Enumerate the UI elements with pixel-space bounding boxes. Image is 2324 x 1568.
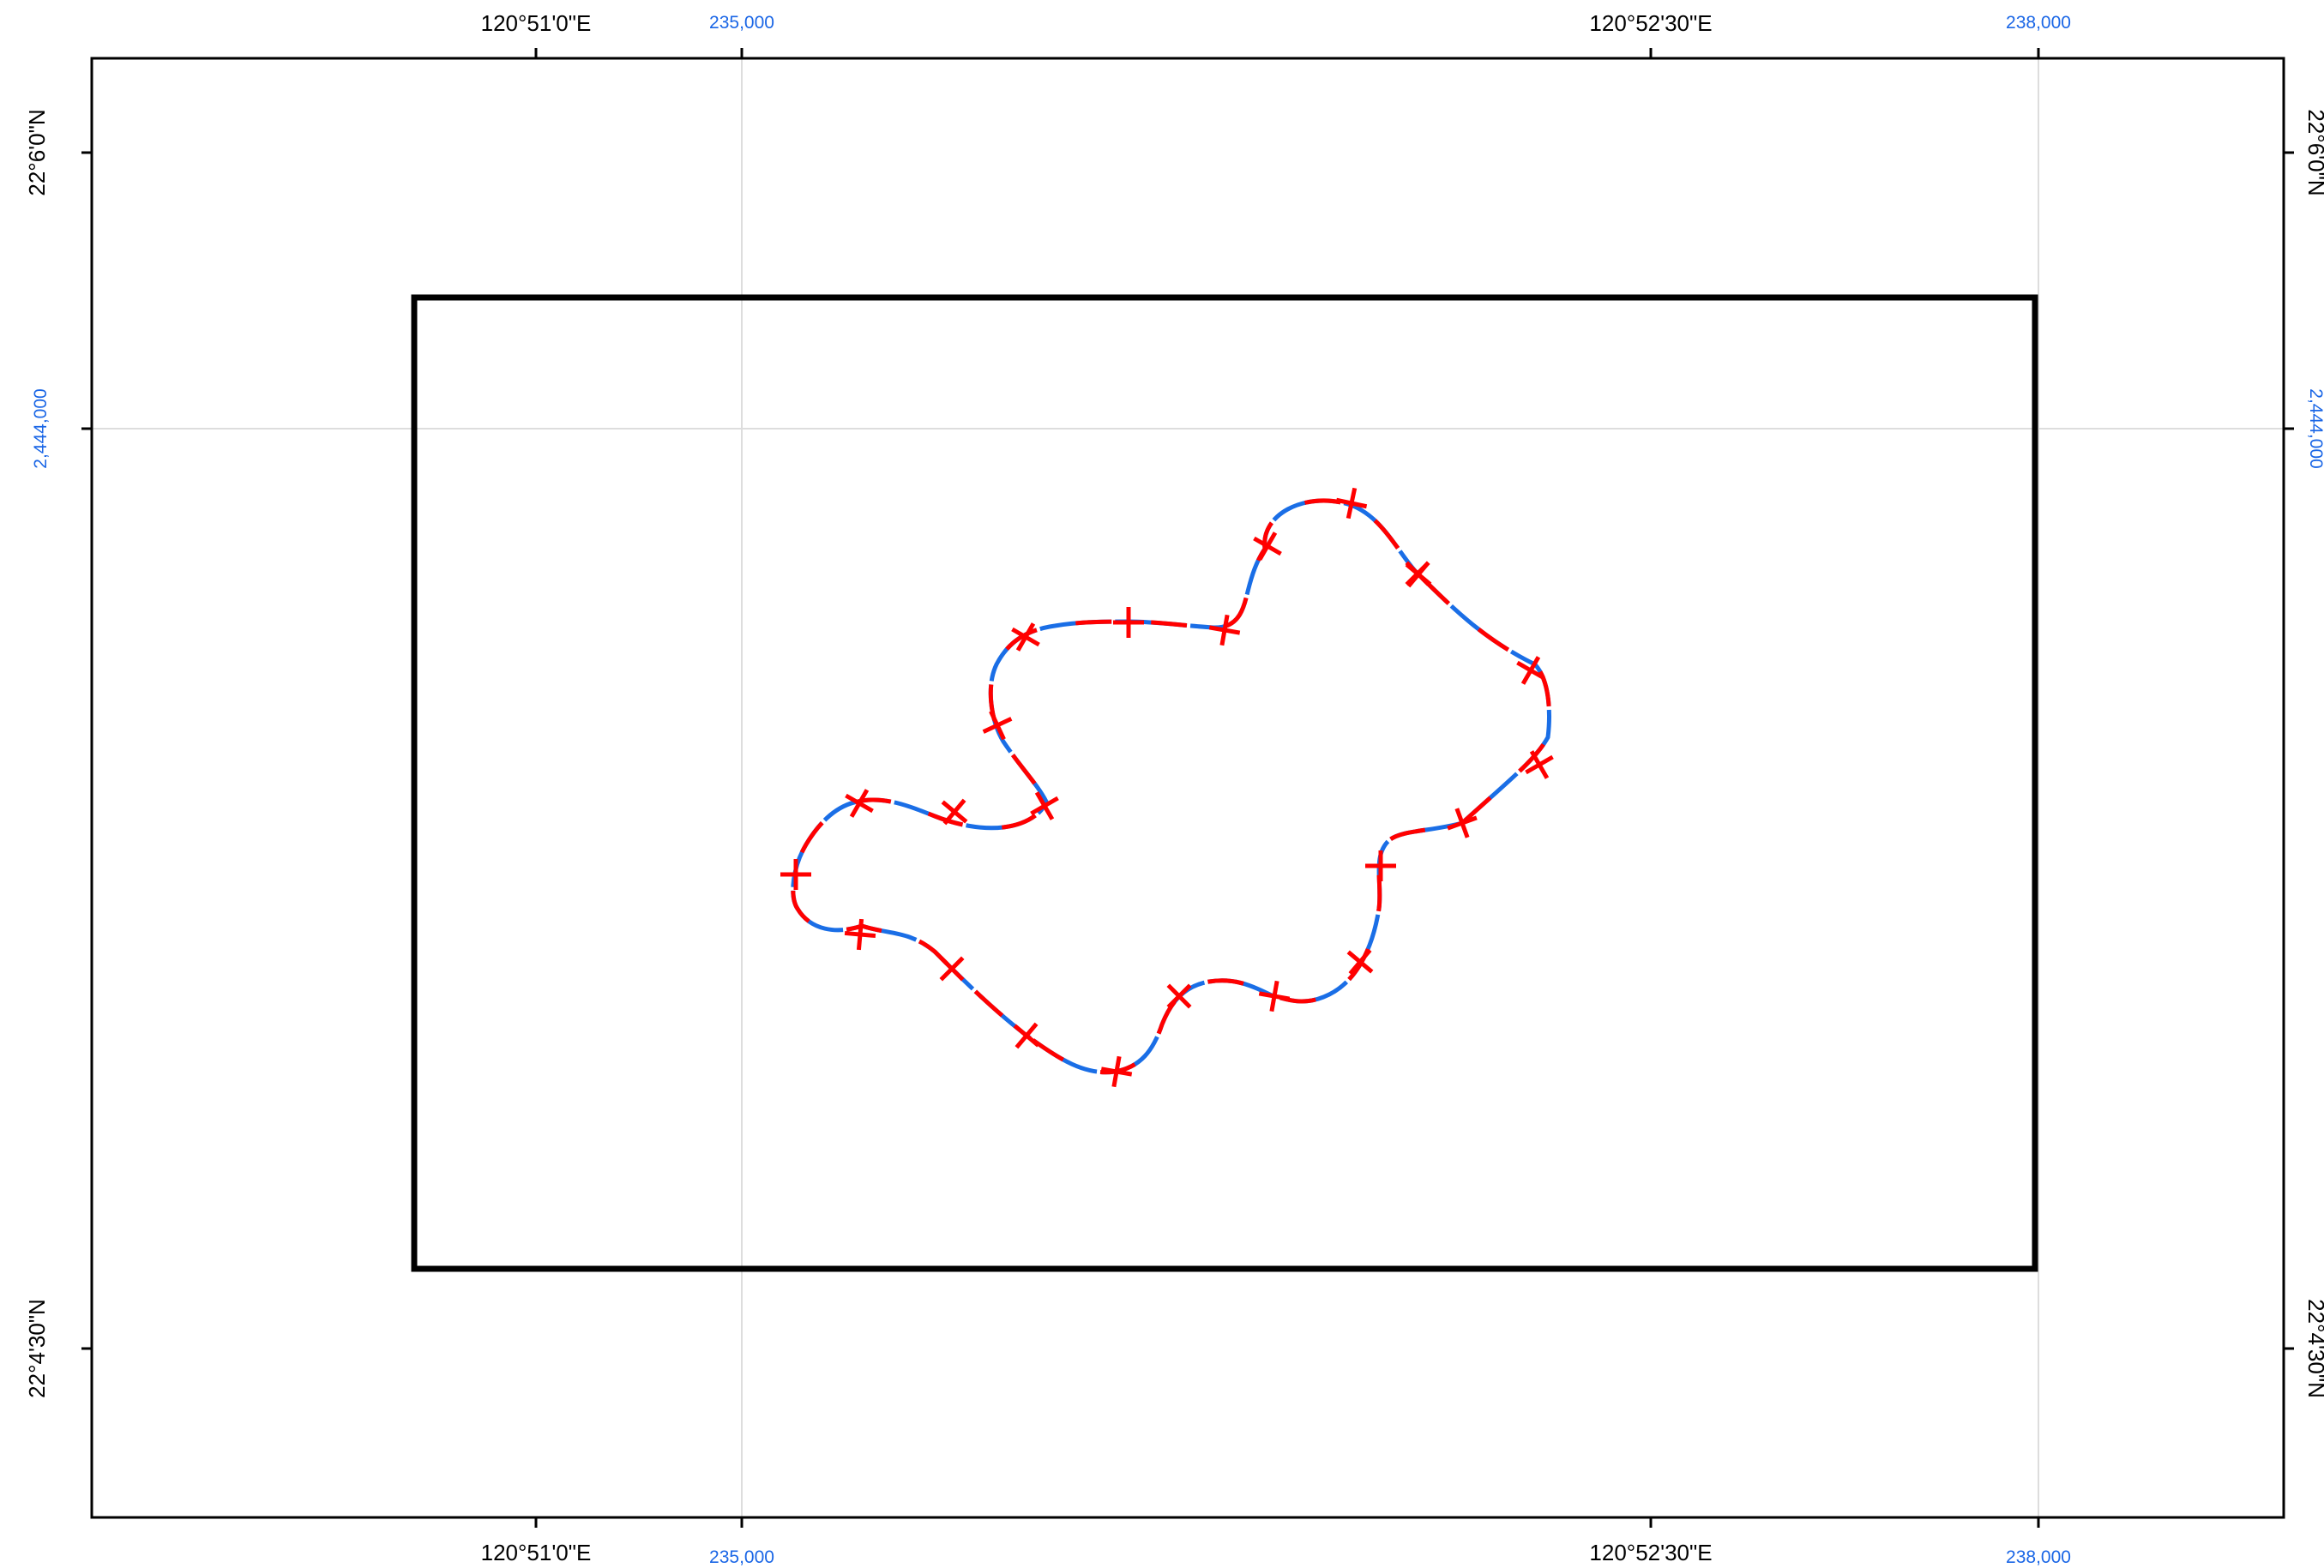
vertex-marker [1258,980,1291,1012]
lon-label-top-right: 120°52'30"E [1589,10,1712,36]
extent-rectangle [411,294,2038,1272]
lon-label-bottom-left: 120°51'0"E [481,1540,592,1565]
lon-label-bottom-right: 120°52'30"E [1589,1540,1712,1565]
vertex-markers [780,487,1554,1088]
northing-label-right: 2,444,000 [2306,388,2324,468]
easting-label-bottom-left: 235,000 [709,1547,774,1567]
vertex-marker [1516,656,1545,685]
vertex-marker [982,710,1013,741]
vertex-marker [1405,561,1430,586]
vertex-marker [1113,607,1144,638]
lat-label-left-top: 22°6'0"N [24,109,50,195]
map-frame [90,57,2285,1519]
lat-label-right-bottom: 22°4'30"N [2303,1299,2324,1398]
vertex-marker [1525,750,1554,779]
projected-grid [92,58,2284,1517]
vertex-marker [1100,1055,1133,1088]
vertex-marker [1365,850,1396,881]
easting-label-top-left: 235,000 [709,13,774,33]
vertex-marker [1253,532,1282,561]
vertex-marker [1447,808,1478,838]
vertex-marker [1346,948,1374,976]
vertex-marker [1335,487,1368,520]
lon-label-top-left: 120°51'0"E [481,10,592,36]
vertex-marker [941,798,968,826]
vertex-marker [1208,614,1241,646]
northing-label-left: 2,444,000 [31,388,51,468]
vertex-marker [1013,1022,1040,1049]
vertex-marker [1166,983,1192,1009]
easting-label-top-right: 238,000 [2006,13,2071,33]
boundary-polygon [790,498,1552,1075]
vertex-marker [1011,622,1040,652]
graticule-ticks [81,48,2294,1528]
lat-label-right-top: 22°6'0"N [2303,109,2324,195]
vertex-marker [780,859,811,890]
vertex-marker [939,956,965,982]
vertex-marker [845,789,874,818]
easting-label-bottom-right: 238,000 [2006,1547,2071,1567]
lat-label-left-bottom: 22°4'30"N [24,1299,50,1398]
vertex-marker [844,918,876,951]
vertex-marker [1030,791,1059,820]
boundary-line-red-dashes [791,498,1551,1075]
